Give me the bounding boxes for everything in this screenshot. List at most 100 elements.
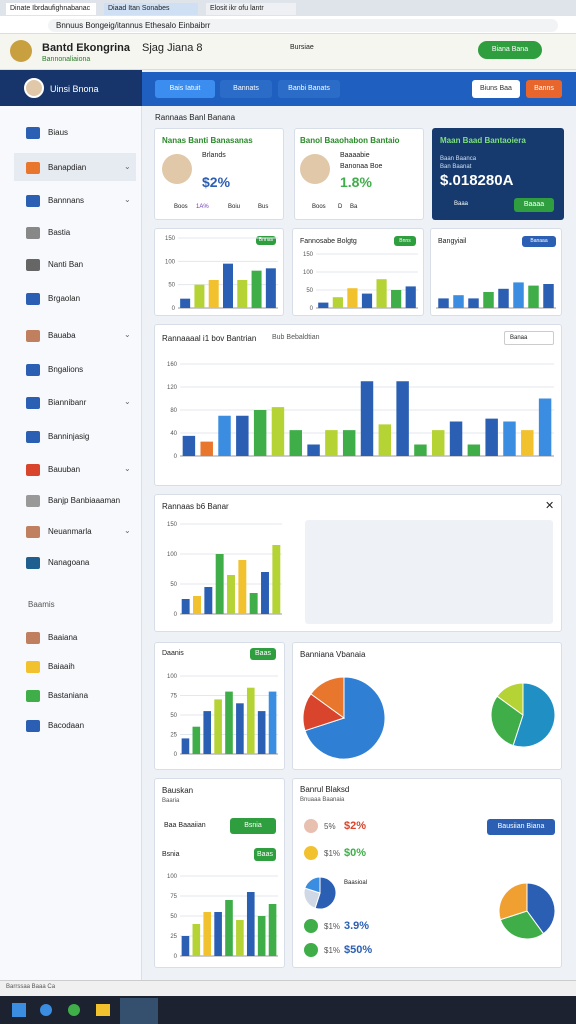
- nav-chevron: ⌄: [124, 330, 131, 339]
- card-title: Nanas Banti Banasanas: [162, 136, 253, 145]
- toolbar-tab[interactable]: Bais Iatuit: [155, 80, 215, 98]
- nav-item[interactable]: Nanti Ban: [48, 260, 84, 269]
- card-footer: 1A%: [196, 204, 209, 210]
- y-tick-label: 0: [174, 752, 178, 758]
- taskbar-icon[interactable]: [96, 1004, 110, 1016]
- header-button[interactable]: Biana Bana: [478, 41, 542, 59]
- nav-chevron: ⌄: [124, 195, 131, 204]
- sidebar-user: Uinsi Bnona: [50, 84, 99, 94]
- bar: [342, 430, 356, 456]
- y-tick-label: 50: [170, 914, 177, 920]
- close-button[interactable]: ✕: [545, 500, 555, 512]
- bar: [485, 418, 498, 456]
- browser-tab[interactable]: Diaad Itan Sonabes: [104, 3, 198, 15]
- nav-icon: [26, 464, 40, 476]
- panel-title: Banrul Blaksd: [300, 785, 350, 794]
- card-button[interactable]: Baaaa: [514, 198, 554, 212]
- row-icon: [304, 846, 318, 860]
- bar: [192, 726, 201, 754]
- y-tick-label: 50: [306, 288, 313, 294]
- bar: [449, 421, 463, 456]
- browser-tab[interactable]: Elosit ikr ofu lantr: [206, 3, 296, 15]
- nav-item[interactable]: Bacodaan: [48, 721, 85, 730]
- bar: [503, 421, 516, 456]
- card-label: Banonaa Boe: [340, 163, 383, 170]
- nav-item[interactable]: Bngalions: [48, 365, 84, 374]
- bar: [483, 292, 494, 308]
- row-value: $50%: [344, 944, 373, 956]
- browser-tab[interactable]: Dinate Ibrdaufighnabanac: [6, 3, 96, 15]
- nav-item[interactable]: Baaiana: [48, 633, 78, 642]
- y-tick-label: 25: [170, 934, 177, 940]
- nav-icon: [26, 259, 40, 271]
- panel-button[interactable]: Bsnia: [230, 818, 276, 834]
- chart-button[interactable]: Bnnas: [256, 236, 276, 245]
- header-link[interactable]: Bursiae: [290, 44, 314, 51]
- y-tick-label: 40: [170, 431, 177, 437]
- start-button[interactable]: [12, 1003, 26, 1017]
- nav-item[interactable]: Biaus: [48, 128, 69, 137]
- toolbar-button[interactable]: Banns: [526, 80, 562, 98]
- bar: [223, 263, 233, 308]
- toolbar-tab[interactable]: Banbi Banats: [278, 80, 340, 98]
- y-tick-label: 0: [174, 454, 178, 460]
- nav-item[interactable]: Bannnans: [48, 196, 85, 205]
- panel-button[interactable]: Bausiian Biana: [487, 819, 555, 835]
- nav-item[interactable]: Bauaba: [48, 331, 76, 340]
- row-percent: $1%: [324, 849, 341, 858]
- nav-item[interactable]: Bastaniana: [48, 691, 89, 700]
- card-footer: Boos: [174, 204, 188, 210]
- taskbar-icon[interactable]: [120, 998, 158, 1024]
- bar: [237, 280, 248, 308]
- nav-item[interactable]: Bastia: [48, 228, 71, 237]
- chart-button[interactable]: Bnns: [394, 236, 416, 246]
- select[interactable]: Banaa: [504, 331, 554, 345]
- card-title: Maan Baad Bantaoiera: [440, 136, 526, 145]
- y-tick-label: 50: [170, 713, 177, 719]
- bar: [361, 293, 373, 308]
- pie-chart: [302, 676, 386, 760]
- toolbar-button[interactable]: Biuns Baa: [472, 80, 520, 98]
- nav-item[interactable]: Biannibanr: [48, 398, 87, 407]
- header-nav[interactable]: Sjag Jiana 8: [142, 42, 203, 54]
- pie-slice: [310, 676, 345, 719]
- chart-link[interactable]: Bub Bebaldtian: [272, 334, 320, 341]
- chart-title: Rannaaaal i1 bov Bantrian: [162, 334, 257, 343]
- pie-slice: [498, 882, 528, 921]
- y-tick-label: 50: [168, 283, 175, 289]
- nav-item[interactable]: Brgaolan: [48, 294, 81, 303]
- nav-icon: [26, 293, 40, 305]
- taskbar-icon[interactable]: [40, 1004, 52, 1016]
- chart-button[interactable]: Baas: [250, 648, 276, 660]
- y-tick-label: 120: [167, 385, 178, 391]
- y-tick-label: 100: [167, 674, 178, 680]
- card-label: Baan Baanca: [440, 156, 477, 162]
- bar: [236, 415, 249, 456]
- taskbar-icon[interactable]: [68, 1004, 80, 1016]
- bar: [391, 290, 402, 308]
- row-percent: $1%: [324, 946, 341, 955]
- bar: [181, 738, 190, 754]
- nav-item[interactable]: Banapdian: [48, 163, 87, 172]
- bar: [181, 936, 190, 956]
- toolbar-tab[interactable]: Bannats: [220, 80, 272, 98]
- nav-item[interactable]: Neuanmarla: [48, 527, 92, 536]
- bar: [268, 904, 277, 956]
- y-tick-label: 75: [170, 694, 177, 700]
- address-bar[interactable]: Bnnuus Bongeig/itannus Ethesalo Einbaibr…: [48, 19, 558, 32]
- nav-item[interactable]: Nanagoana: [48, 558, 90, 567]
- nav-icon: [26, 526, 40, 538]
- chart-button[interactable]: Banaaa: [522, 236, 556, 247]
- nav-item[interactable]: Banjp Banbiaaaman: [48, 496, 121, 505]
- bar: [203, 711, 212, 754]
- nav-item[interactable]: Baiaaih: [48, 662, 75, 671]
- y-tick-label: 100: [303, 270, 314, 276]
- nav-item[interactable]: Bauuban: [48, 465, 81, 474]
- nav-item[interactable]: Banninjasig: [48, 432, 90, 441]
- chart-button[interactable]: Baas: [254, 848, 276, 861]
- nav-icon: [26, 431, 40, 443]
- row-percent: 5%: [324, 822, 336, 831]
- bar: [200, 441, 213, 456]
- bar-chart: 0 50 100 150: [165, 236, 278, 312]
- bar: [265, 268, 276, 308]
